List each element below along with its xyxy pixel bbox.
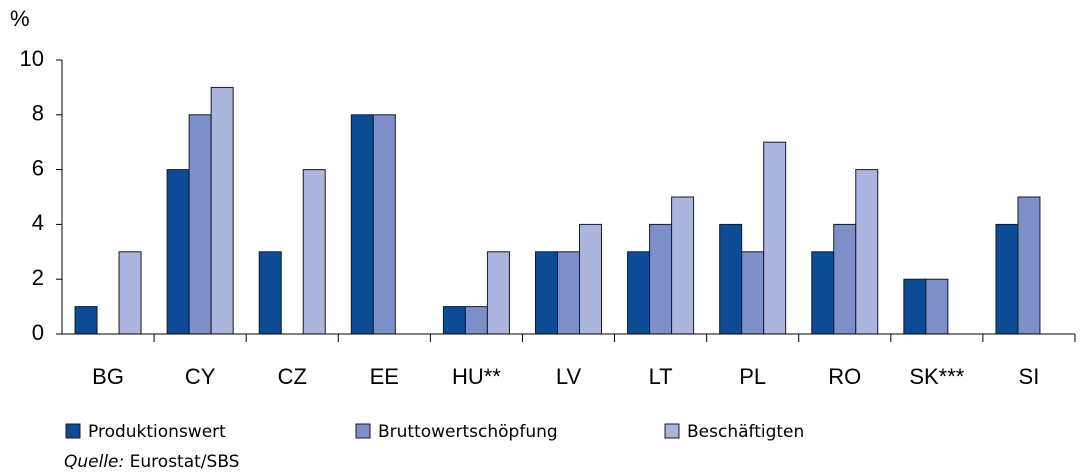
legend-swatch xyxy=(65,423,81,439)
bar xyxy=(557,251,580,335)
y-tick-label: 4 xyxy=(32,210,44,235)
bar xyxy=(833,223,857,335)
bar xyxy=(1017,196,1041,335)
bar xyxy=(188,114,212,335)
bar xyxy=(372,114,396,335)
legend-label: Beschäftigten xyxy=(687,422,804,442)
bar xyxy=(442,306,466,335)
y-tick-label: 10 xyxy=(20,46,44,71)
bar xyxy=(210,86,234,335)
bar xyxy=(118,251,142,335)
bar xyxy=(995,223,1019,335)
bar xyxy=(486,251,510,335)
x-tick-label: CY xyxy=(185,364,216,389)
bar xyxy=(925,278,949,335)
x-tick-label: LV xyxy=(556,364,582,389)
bar xyxy=(350,114,374,335)
bar xyxy=(166,169,190,335)
bar xyxy=(464,306,488,335)
x-tick-label: CZ xyxy=(278,364,307,389)
y-axis-label: % xyxy=(10,6,30,31)
bar xyxy=(258,251,282,335)
x-tick-label: SK*** xyxy=(909,364,964,389)
legend-swatch xyxy=(664,423,680,439)
bar xyxy=(74,306,98,335)
y-tick-label: 0 xyxy=(32,320,44,345)
bar xyxy=(627,251,651,335)
bar xyxy=(671,196,695,335)
x-tick-label: HU** xyxy=(452,364,501,389)
source-text: Eurostat/SBS xyxy=(130,452,240,472)
bar xyxy=(579,223,602,335)
x-tick-label: RO xyxy=(828,364,861,389)
x-tick-label: PL xyxy=(739,364,766,389)
bar xyxy=(763,141,787,335)
bar xyxy=(855,169,879,335)
bar xyxy=(649,223,673,335)
bar xyxy=(535,251,558,335)
bar xyxy=(903,278,927,335)
x-tick-label: SI xyxy=(1019,364,1040,389)
x-tick-label: LT xyxy=(649,364,673,389)
bar xyxy=(741,251,765,335)
legend-label: Produktionswert xyxy=(88,422,226,442)
bar xyxy=(302,169,326,335)
y-tick-label: 2 xyxy=(32,265,44,290)
bar xyxy=(811,251,835,335)
bar xyxy=(719,223,743,335)
y-tick-label: 6 xyxy=(32,155,44,180)
source-label: Quelle: xyxy=(64,452,124,472)
x-tick-label: EE xyxy=(370,364,399,389)
source: Quelle: Eurostat/SBS xyxy=(64,452,239,472)
legend-swatch xyxy=(355,423,371,439)
y-tick-label: 8 xyxy=(32,101,44,126)
x-tick-label: BG xyxy=(92,364,124,389)
legend-label: Bruttowertschöpfung xyxy=(378,422,558,442)
